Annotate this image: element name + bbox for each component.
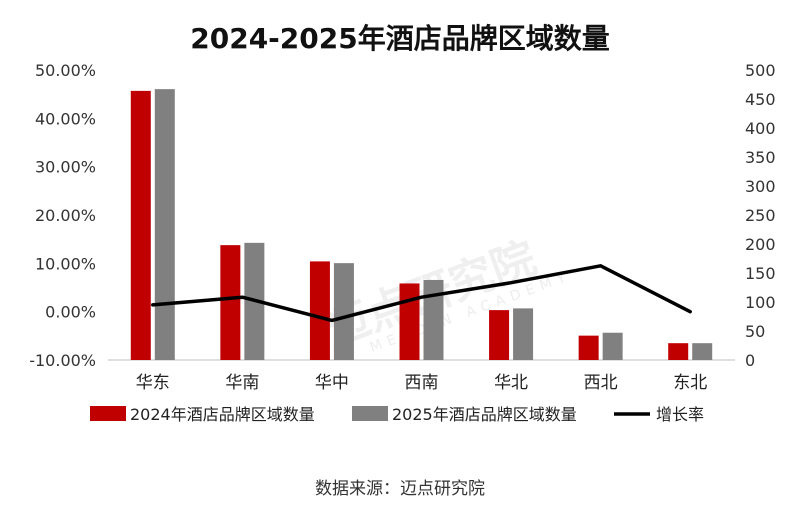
x-axis-categories: 华东 华南 华中 西南 华北 西北 东北 bbox=[136, 373, 707, 393]
legend-swatch-2024 bbox=[90, 406, 126, 421]
bar-2024 bbox=[489, 310, 510, 360]
right-tick-label: 150 bbox=[745, 264, 776, 283]
category-label: 华南 bbox=[225, 373, 259, 393]
growth-rate-line bbox=[151, 264, 692, 323]
bar-2025 bbox=[513, 308, 534, 360]
bar-2025 bbox=[602, 332, 623, 360]
category-label: 华东 bbox=[136, 373, 170, 393]
right-tick-label: 300 bbox=[745, 177, 776, 196]
bar-2024 bbox=[220, 245, 241, 360]
left-axis: -10.00% 0.00% 10.00% 20.00% 30.00% 40.00% 50.0… bbox=[29, 61, 96, 370]
category-label: 西南 bbox=[405, 373, 439, 393]
legend: 2024年酒店品牌区域数量 2025年酒店品牌区域数量 增长率 bbox=[90, 405, 704, 424]
bar-2024 bbox=[668, 343, 689, 360]
left-tick-label: 10.00% bbox=[35, 254, 96, 273]
bar-2024 bbox=[130, 90, 151, 360]
left-tick-label: 30.00% bbox=[35, 158, 96, 177]
right-tick-label: 100 bbox=[745, 293, 776, 312]
legend-label-2025: 2025年酒店品牌区域数量 bbox=[392, 405, 577, 424]
right-tick-label: 50 bbox=[745, 322, 765, 341]
category-label: 华北 bbox=[494, 373, 528, 393]
right-tick-label: 0 bbox=[745, 351, 755, 370]
legend-label-2024: 2024年酒店品牌区域数量 bbox=[130, 405, 315, 424]
bar-2025 bbox=[692, 343, 713, 360]
category-label: 东北 bbox=[673, 373, 707, 393]
bar-2025 bbox=[333, 263, 354, 360]
left-tick-label: 0.00% bbox=[45, 303, 96, 322]
bar-2024 bbox=[399, 283, 420, 360]
legend-label-growth: 增长率 bbox=[656, 405, 704, 424]
left-tick-label: 50.00% bbox=[35, 61, 96, 80]
chart-title: 2024-2025年酒店品牌区域数量 bbox=[190, 22, 609, 55]
category-label: 西北 bbox=[584, 373, 618, 393]
source-note: 数据来源：迈点研究院 bbox=[315, 479, 485, 499]
left-tick-label: 20.00% bbox=[35, 206, 96, 225]
left-tick-label: -10.00% bbox=[29, 351, 96, 370]
right-tick-label: 500 bbox=[745, 61, 776, 80]
bar-2024 bbox=[578, 335, 599, 360]
category-label: 华中 bbox=[315, 373, 349, 393]
left-tick-label: 40.00% bbox=[35, 109, 96, 128]
right-tick-label: 350 bbox=[745, 148, 776, 167]
bar-2025 bbox=[154, 89, 175, 360]
legend-swatch-2025 bbox=[352, 406, 388, 421]
right-tick-label: 200 bbox=[745, 235, 776, 254]
right-axis: 0 50 100 150 200 250 300 350 400 450 500 bbox=[745, 61, 776, 370]
bar-2024 bbox=[309, 261, 330, 360]
right-tick-label: 400 bbox=[745, 119, 776, 138]
bar-2025 bbox=[423, 279, 444, 360]
right-tick-label: 450 bbox=[745, 90, 776, 109]
right-tick-label: 250 bbox=[745, 206, 776, 225]
